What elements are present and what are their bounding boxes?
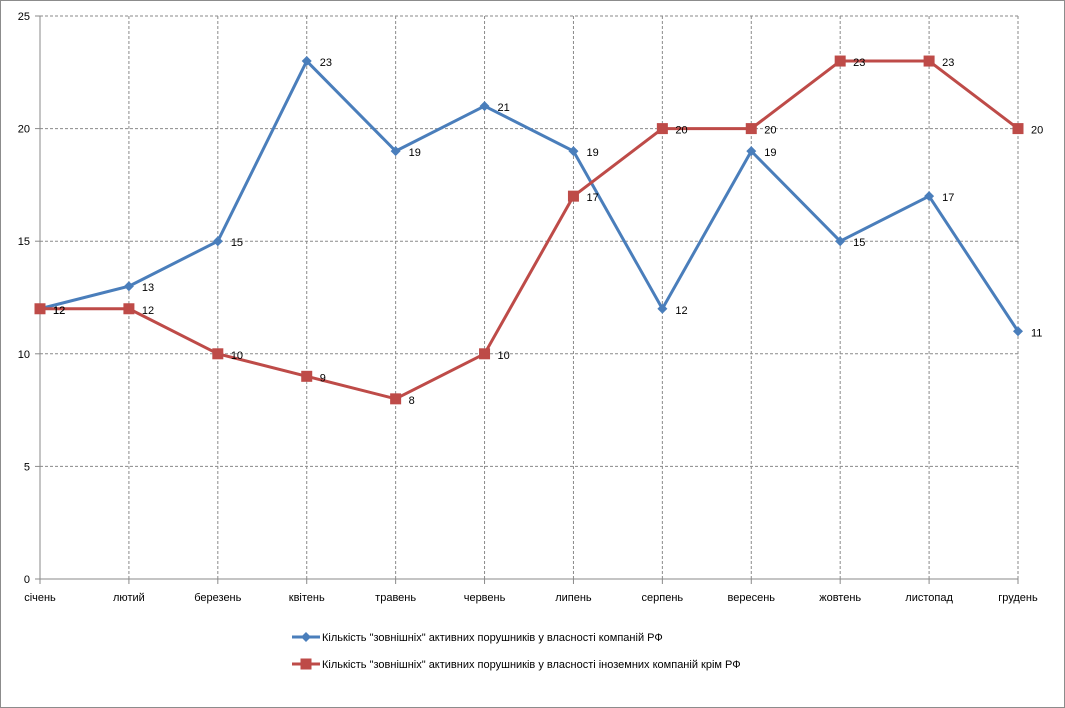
data-point	[924, 191, 935, 202]
x-tick-label: вересень	[728, 592, 776, 604]
data-label: 17	[586, 192, 598, 204]
legend: Кількість "зовнішніх" активних порушникі…	[292, 632, 741, 671]
x-tick-label: жовтень	[819, 592, 861, 604]
data-label: 20	[764, 125, 776, 137]
y-tick-label: 20	[18, 124, 30, 136]
x-tick-label: квітень	[289, 592, 325, 604]
data-point	[479, 348, 491, 360]
data-label: 12	[53, 305, 65, 317]
data-point	[1013, 326, 1023, 337]
data-point	[746, 146, 757, 157]
data-label: 19	[764, 147, 776, 159]
grid-lines	[40, 15, 1019, 579]
data-point	[301, 370, 313, 382]
data-point	[657, 303, 668, 314]
data-label: 8	[409, 395, 415, 407]
legend-label: Кількість "зовнішніх" активних порушникі…	[322, 632, 663, 644]
data-point	[390, 146, 401, 157]
data-label: 9	[320, 372, 326, 384]
x-tick-label: листопад	[905, 592, 953, 604]
data-label: 15	[231, 237, 243, 249]
x-tick-label: серпень	[642, 592, 684, 604]
data-point	[212, 236, 223, 247]
y-tick-label: 15	[18, 236, 30, 248]
data-label: 20	[675, 125, 687, 137]
data-label: 23	[853, 57, 865, 69]
data-point	[656, 123, 668, 135]
data-label: 23	[942, 57, 954, 69]
x-tick-label: травень	[375, 592, 416, 604]
data-label: 20	[1031, 125, 1043, 137]
y-tick-label: 25	[18, 11, 30, 23]
legend-marker	[301, 632, 311, 642]
data-label: 19	[586, 147, 598, 159]
legend-label: Кількість "зовнішніх" активних порушникі…	[322, 659, 741, 671]
data-point	[301, 56, 312, 67]
x-tick-label: березень	[194, 592, 241, 604]
data-point	[34, 303, 46, 315]
data-label: 19	[409, 147, 421, 159]
data-point	[745, 123, 757, 135]
data-label: 13	[142, 282, 154, 294]
data-label: 12	[142, 305, 154, 317]
data-label: 21	[498, 102, 510, 114]
series-1	[35, 56, 1023, 337]
data-point	[834, 55, 846, 67]
data-point	[568, 146, 579, 157]
data-point	[123, 303, 135, 315]
x-axis-ticks: січень лютий березень квітень травень червень…	[24, 579, 1038, 604]
data-label: 12	[675, 305, 687, 317]
series-line	[40, 59, 1019, 401]
data-point	[835, 236, 846, 247]
data-point	[390, 393, 402, 405]
data-point	[1012, 123, 1024, 135]
y-tick-label: 5	[24, 461, 30, 473]
series-line	[39, 59, 1020, 333]
legend-marker	[300, 658, 312, 670]
x-tick-label: лютий	[113, 592, 145, 604]
x-tick-label: липень	[555, 592, 592, 604]
data-label: 12	[53, 305, 65, 317]
data-point	[123, 281, 134, 292]
y-tick-label: 0	[24, 574, 30, 586]
x-tick-label: січень	[24, 592, 56, 604]
legend-entry: Кількість "зовнішніх" активних порушникі…	[292, 632, 663, 644]
data-label: 10	[498, 350, 510, 362]
data-point	[212, 348, 224, 360]
data-label: 11	[1031, 327, 1042, 339]
data-label: 23	[320, 57, 332, 69]
y-axis-ticks: 0 5 10 15 20 25	[18, 11, 40, 586]
x-tick-label: червень	[464, 592, 506, 604]
y-tick-label: 10	[18, 349, 30, 361]
x-tick-label: грудень	[998, 592, 1038, 604]
series-2	[34, 55, 1024, 405]
axes	[39, 16, 1018, 580]
data-label: 10	[231, 350, 243, 362]
legend-entry: Кількість "зовнішніх" активних порушникі…	[292, 658, 741, 671]
data-point	[479, 101, 490, 112]
data-label: 15	[853, 237, 865, 249]
data-point	[923, 55, 935, 67]
series-layer	[34, 55, 1024, 405]
data-point	[567, 190, 579, 202]
data-label: 17	[942, 192, 954, 204]
